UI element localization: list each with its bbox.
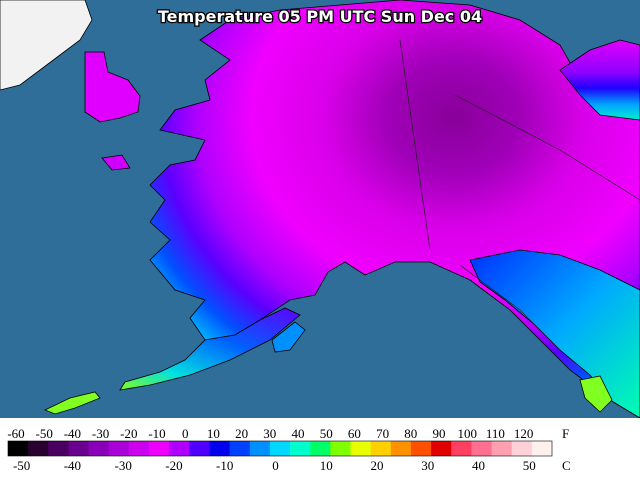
colorbar-segment — [511, 441, 533, 456]
russia-land — [0, 0, 93, 91]
alaska-land — [149, 0, 640, 419]
fahrenheit-label: -20 — [120, 426, 137, 441]
fahrenheit-label: 120 — [514, 426, 534, 441]
colorbar-segment — [249, 441, 271, 456]
island — [579, 375, 613, 413]
colorbar-segment — [491, 441, 513, 456]
celsius-label: 20 — [370, 458, 383, 473]
fahrenheit-label: 80 — [404, 426, 417, 441]
celsius-label: 0 — [272, 458, 279, 473]
fahrenheit-label: 50 — [320, 426, 333, 441]
colorbar-frame — [7, 440, 553, 457]
colorbar-segment — [269, 441, 291, 456]
colorbar-segment — [431, 441, 452, 456]
fahrenheit-label: 60 — [348, 426, 361, 441]
colorbar-segment — [8, 441, 29, 456]
fahrenheit-label: 90 — [433, 426, 446, 441]
colorbar-segment — [370, 441, 392, 456]
fahrenheit-label: 30 — [263, 426, 276, 441]
colorbar-segment — [471, 441, 493, 456]
colorbar-segment — [169, 441, 190, 456]
colorbar-segment — [189, 441, 210, 456]
aleutian-island — [44, 391, 101, 415]
fahrenheit-label: -40 — [64, 426, 81, 441]
colorbar-segment — [350, 441, 372, 456]
canada-island — [559, 39, 640, 121]
alaska-peninsula — [119, 307, 301, 391]
celsius-label: 40 — [472, 458, 485, 473]
celsius-label: -20 — [165, 458, 182, 473]
colorbar-segment — [149, 441, 170, 456]
border — [399, 39, 640, 351]
fahrenheit-label: -60 — [7, 426, 24, 441]
fahrenheit-label: -50 — [36, 426, 53, 441]
colorbar-segment — [451, 441, 472, 456]
colorbar-segment — [28, 441, 49, 456]
colorbar-segment — [410, 441, 432, 456]
celsius-label: 30 — [421, 458, 434, 473]
colorbar-segment — [330, 441, 352, 456]
fahrenheit-label: 0 — [182, 426, 189, 441]
fahrenheit-label: 10 — [207, 426, 220, 441]
fahrenheit-label: 100 — [457, 426, 477, 441]
chukotka-land — [84, 51, 141, 123]
colorbar-segment — [531, 441, 553, 456]
colorbar-segment — [68, 441, 90, 456]
colorbar-segment — [108, 441, 130, 456]
fahrenheit-unit: F — [562, 426, 569, 441]
map-title: Temperature 05 PM UTC Sun Dec 04 — [158, 7, 482, 26]
fahrenheit-label: 40 — [292, 426, 305, 441]
celsius-label: 50 — [523, 458, 536, 473]
colorbar-segment — [48, 441, 69, 456]
colorbar-segment — [128, 441, 150, 456]
fahrenheit-label: -10 — [148, 426, 165, 441]
fahrenheit-label: 70 — [376, 426, 389, 441]
colorbar-segment — [209, 441, 231, 456]
fahrenheit-label: 20 — [235, 426, 248, 441]
celsius-label: -30 — [114, 458, 131, 473]
legend: -60 -50 -40 -30 -20 -10 0 10 20 30 40 50 60 70 80 90 100… — [7, 426, 570, 473]
celsius-label: 10 — [320, 458, 333, 473]
celsius-label: -40 — [64, 458, 81, 473]
celsius-label: -50 — [13, 458, 30, 473]
celsius-unit: C — [562, 458, 571, 473]
fahrenheit-label: 110 — [486, 426, 505, 441]
kodiak-island — [271, 321, 306, 353]
colorbar-segment — [290, 441, 311, 456]
colorbar-segment — [390, 441, 412, 456]
st-lawrence-island — [101, 154, 131, 171]
celsius-label: -10 — [216, 458, 233, 473]
colorbar-segment — [229, 441, 251, 456]
colorbar-segment — [88, 441, 110, 456]
fahrenheit-label: -30 — [92, 426, 109, 441]
colorbar-segment — [310, 441, 331, 456]
